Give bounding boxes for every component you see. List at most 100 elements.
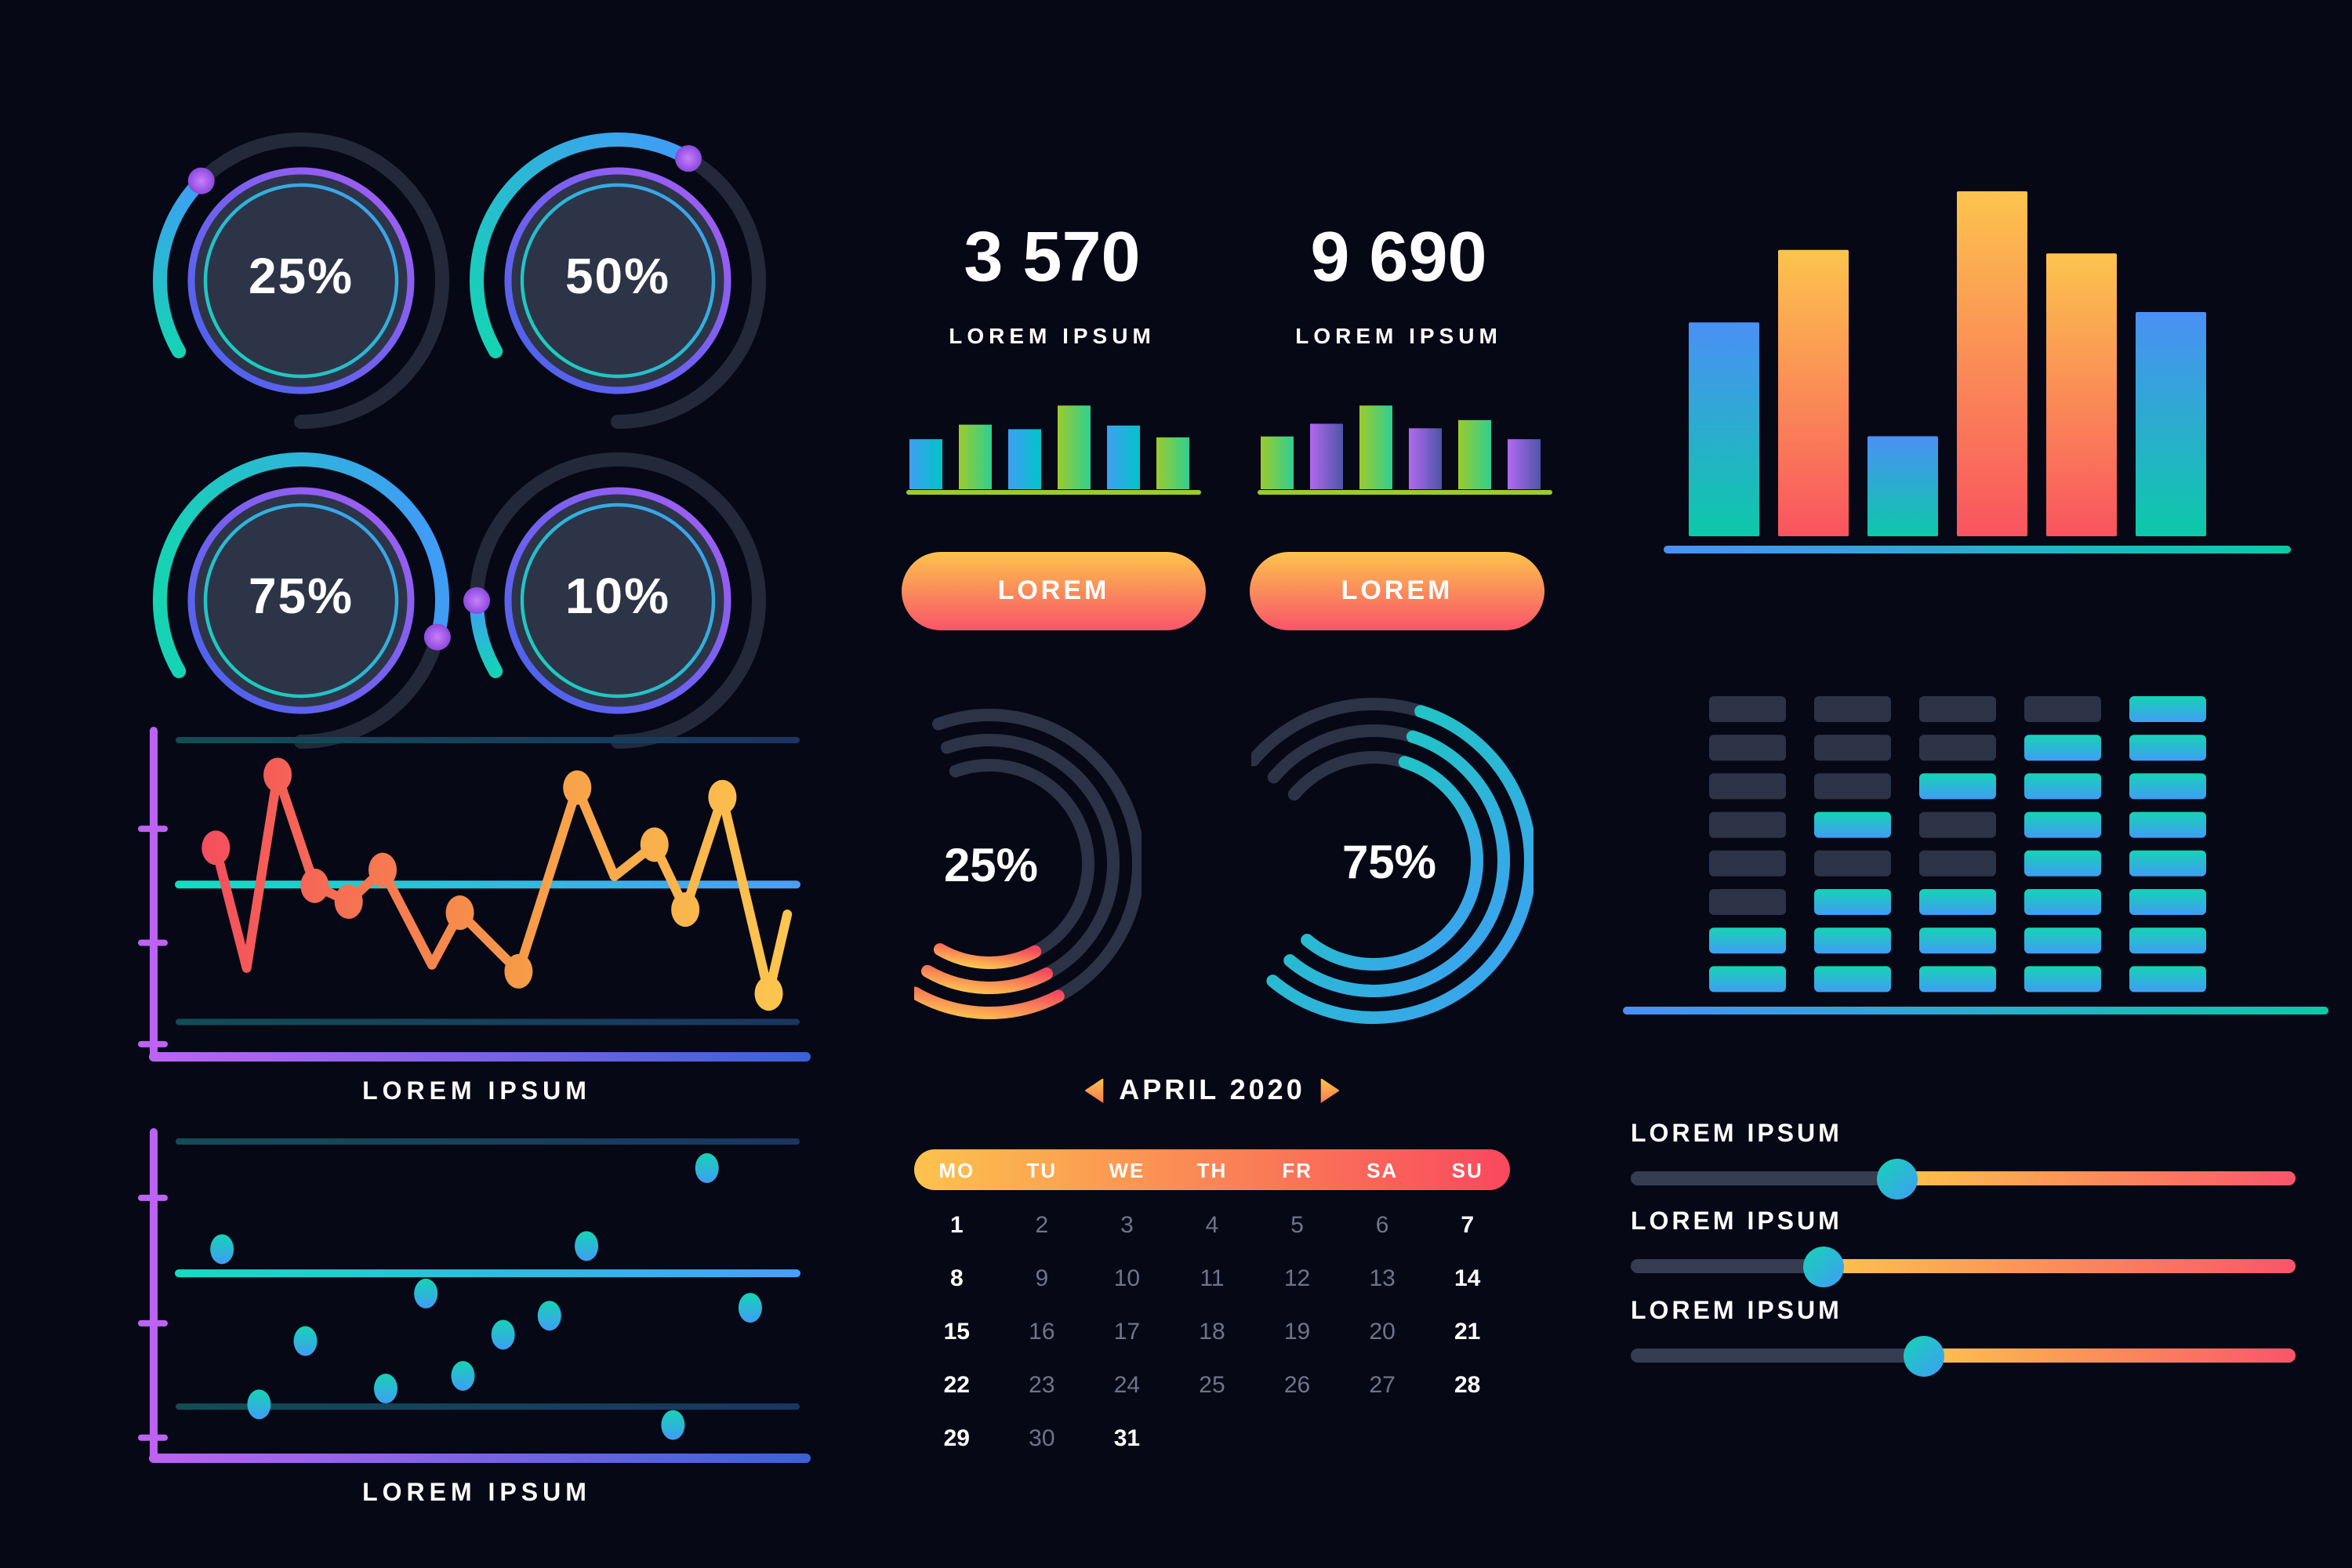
calendar-day[interactable]: 5 <box>1290 1211 1304 1238</box>
scatter-data-point <box>373 1374 397 1404</box>
slider-label: LOREM IPSUM <box>1631 1298 1842 1325</box>
calendar-day[interactable]: 12 <box>1283 1265 1311 1291</box>
line-data-point <box>754 976 783 1011</box>
prev-month-icon[interactable] <box>1084 1078 1104 1103</box>
scatter-data-point <box>661 1410 685 1440</box>
calendar-day[interactable]: 18 <box>1199 1318 1225 1345</box>
calendar-day[interactable]: 26 <box>1283 1371 1311 1398</box>
calendar-day-header-cell: FR <box>1282 1158 1312 1181</box>
calendar-day[interactable]: 19 <box>1283 1318 1311 1345</box>
slider-fill <box>1896 1171 2296 1185</box>
arc-gauge-25 <box>909 696 1145 1049</box>
calendar-day[interactable]: 29 <box>943 1425 970 1451</box>
calendar-day-header-cell: TU <box>1026 1158 1058 1181</box>
line-data-point <box>640 827 669 862</box>
calendar-day[interactable]: 30 <box>1029 1425 1055 1451</box>
scatter-data-point <box>414 1278 438 1308</box>
slider-label: LOREM IPSUM <box>1631 1209 1842 1236</box>
gauge-grid: 25% 50% 75% 10% <box>144 119 778 759</box>
gauge-ring <box>153 132 449 429</box>
calendar-day[interactable]: 4 <box>1205 1211 1219 1238</box>
slider-thumb[interactable] <box>1903 1335 1944 1376</box>
stat-value-2: 9 690 <box>1310 216 1487 296</box>
calendar-day[interactable]: 24 <box>1113 1371 1141 1398</box>
scatter-data-point <box>210 1234 234 1265</box>
gauge-dial-25: 25% <box>144 119 458 433</box>
line-chart <box>138 727 811 1062</box>
line-data-point <box>708 779 737 815</box>
calendar-day[interactable]: 10 <box>1113 1265 1141 1291</box>
calendar-day[interactable]: 20 <box>1369 1318 1396 1345</box>
calendar-day[interactable]: 31 <box>1113 1425 1141 1451</box>
gauge-value: 10% <box>564 567 671 623</box>
calendar-day[interactable]: 13 <box>1369 1265 1396 1291</box>
calendar-day[interactable]: 15 <box>943 1318 970 1345</box>
equalizer <box>1623 696 2328 1014</box>
scatter-data-point <box>695 1152 719 1183</box>
scatter-data-point <box>293 1326 318 1356</box>
arc-gauge-75 <box>1247 685 1537 1054</box>
calendar-day[interactable]: 23 <box>1029 1371 1055 1398</box>
calendar-day[interactable]: 21 <box>1454 1318 1481 1345</box>
gauge-value: 50% <box>564 247 671 303</box>
slider-fill <box>1823 1259 2296 1273</box>
calendar-day[interactable]: 22 <box>943 1371 970 1398</box>
scatter-data-point <box>537 1301 561 1331</box>
calendar-day[interactable]: 11 <box>1200 1265 1225 1291</box>
slider-fill <box>1923 1348 2296 1363</box>
gauge-dial-50: 50% <box>461 119 775 433</box>
mini-bar-chart-1 <box>906 405 1201 495</box>
gauge-dial-10: 10% <box>461 439 775 753</box>
slider-thumb[interactable] <box>1876 1158 1918 1199</box>
line-data-point <box>263 757 292 793</box>
calendar-day[interactable]: 27 <box>1369 1371 1396 1398</box>
scatter-data-point <box>451 1360 475 1391</box>
slider-thumb[interactable] <box>1802 1246 1844 1287</box>
arc-gauge-value: 75% <box>1341 837 1437 889</box>
calendar-day[interactable]: 1 <box>949 1211 964 1238</box>
stat-label-1: LOREM IPSUM <box>949 323 1156 348</box>
calendar-title-bar: APRIL 2020 <box>914 1074 1510 1107</box>
gauge-ring <box>463 452 766 749</box>
equalizer-chart <box>1612 684 2336 1036</box>
line-chart <box>138 718 815 1102</box>
line-chart-label: LOREM IPSUM <box>362 1079 591 1105</box>
calendar-day[interactable]: 25 <box>1199 1371 1225 1398</box>
mini-bar-chart-2 <box>1258 395 1555 506</box>
slider-track[interactable] <box>1631 1335 2296 1376</box>
gauge-ring <box>470 132 766 429</box>
stat-value-1: 3 570 <box>964 216 1141 296</box>
slider-track[interactable] <box>1631 1246 2296 1287</box>
calendar-day[interactable]: 3 <box>1120 1211 1134 1238</box>
calendar-day[interactable]: 14 <box>1454 1265 1481 1291</box>
lorem-button-1[interactable]: LOREM <box>902 552 1206 630</box>
gauge-value: 75% <box>248 567 354 623</box>
calendar-day-header-cell: SU <box>1451 1158 1483 1181</box>
calendar-day[interactable]: 8 <box>949 1265 964 1291</box>
line-data-point <box>201 830 230 866</box>
calendar-day[interactable]: 2 <box>1035 1211 1049 1238</box>
scatter-chart <box>138 1128 811 1463</box>
scatter-data-point <box>247 1389 271 1420</box>
gauge-value: 25% <box>248 247 354 303</box>
scatter-data-point <box>491 1319 515 1350</box>
calendar-empty <box>1340 1411 1425 1465</box>
calendar-day[interactable]: 28 <box>1454 1371 1481 1398</box>
calendar-day-header-cell: SA <box>1367 1158 1399 1181</box>
lorem-button-2[interactable]: LOREM <box>1250 552 1544 630</box>
calendar-day[interactable]: 16 <box>1029 1318 1055 1345</box>
line-data-point <box>671 892 700 927</box>
calendar-day-header-cell: MO <box>938 1158 975 1181</box>
line-data-point <box>334 884 363 920</box>
calendar-day[interactable]: 9 <box>1035 1265 1049 1291</box>
mini-bar-chart-2 <box>1258 405 1552 495</box>
calendar-day[interactable]: 17 <box>1113 1318 1141 1345</box>
line-data-point <box>300 868 329 903</box>
gauge-knob-icon <box>187 167 215 194</box>
calendar-day[interactable]: 7 <box>1461 1211 1475 1238</box>
calendar-day[interactable]: 6 <box>1375 1211 1389 1238</box>
next-month-icon[interactable] <box>1320 1078 1340 1103</box>
slider-label: LOREM IPSUM <box>1631 1121 1842 1148</box>
slider-track[interactable] <box>1631 1158 2296 1199</box>
